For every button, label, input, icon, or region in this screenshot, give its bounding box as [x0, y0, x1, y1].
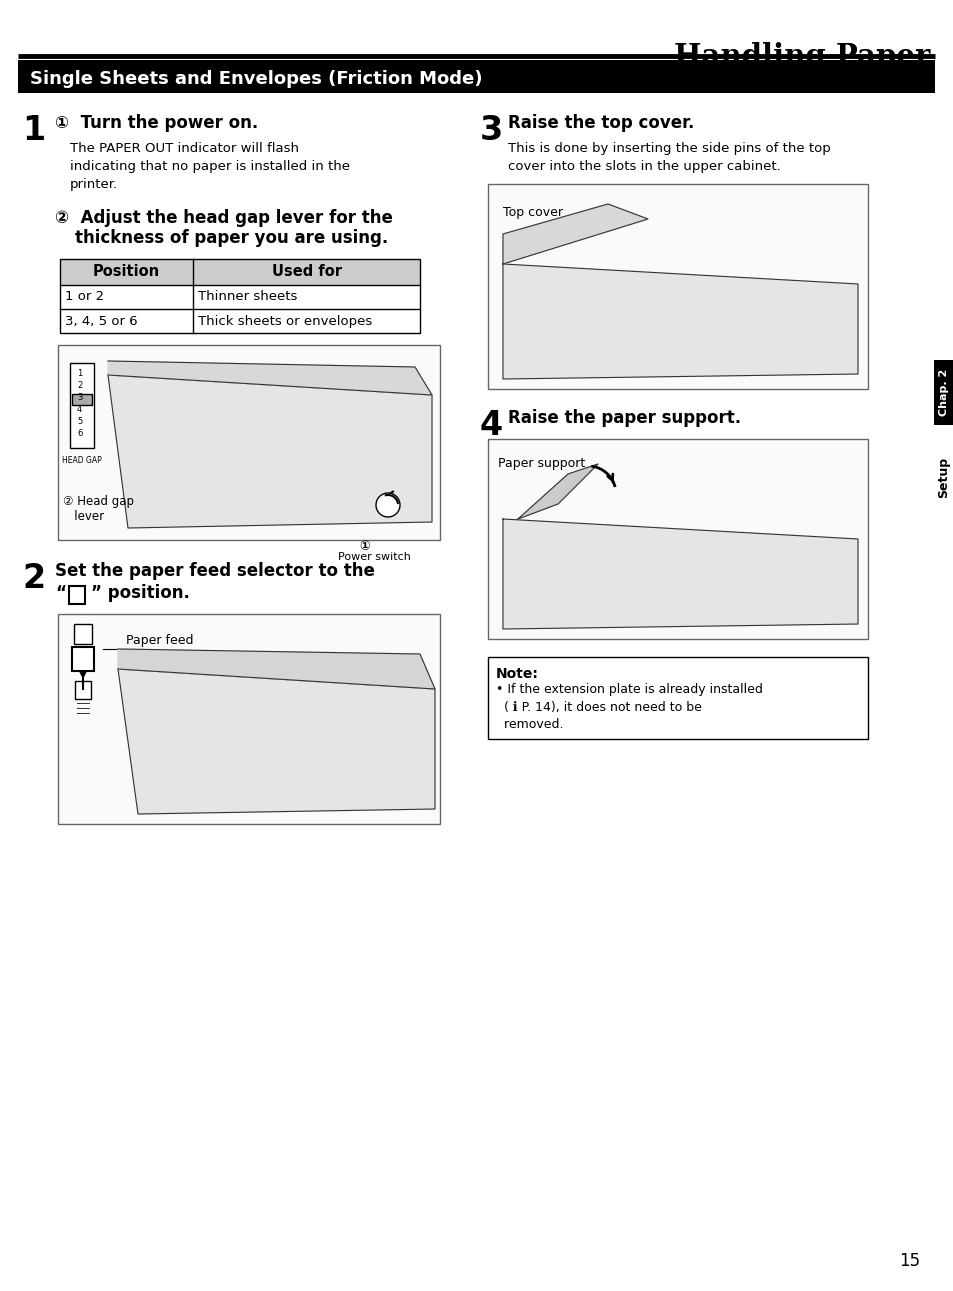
Polygon shape	[502, 263, 857, 380]
Polygon shape	[502, 519, 857, 629]
Circle shape	[375, 493, 399, 516]
Text: Position: Position	[93, 265, 160, 279]
Bar	[488, 185, 867, 389]
Text: Raise the paper support.: Raise the paper support.	[507, 409, 740, 427]
Text: The PAPER OUT indicator will flash
indicating that no paper is installed in the
: The PAPER OUT indicator will flash indic…	[70, 142, 350, 191]
Text: Paper support: Paper support	[497, 457, 584, 470]
Text: 2: 2	[77, 381, 82, 390]
Text: Note:: Note:	[496, 667, 538, 680]
Text: 6: 6	[77, 429, 82, 438]
Text: “: “	[55, 584, 66, 602]
Text: Single Sheets and Envelopes (Friction Mode): Single Sheets and Envelopes (Friction Mo…	[30, 70, 482, 88]
Bar	[933, 360, 953, 425]
Text: 4: 4	[479, 409, 502, 442]
Bar	[70, 363, 94, 448]
Polygon shape	[118, 649, 435, 689]
Bar	[71, 647, 94, 671]
Text: • If the extension plate is already installed
  ( ℹ P. 14), it does not need to : • If the extension plate is already inst…	[496, 683, 762, 731]
Polygon shape	[517, 463, 598, 519]
Polygon shape	[108, 374, 432, 528]
Text: Raise the top cover.: Raise the top cover.	[507, 114, 694, 132]
Text: 3: 3	[479, 114, 503, 147]
Bar	[71, 394, 91, 405]
Text: Chap. 2: Chap. 2	[938, 369, 948, 416]
Bar	[69, 586, 85, 604]
Bar	[75, 680, 91, 698]
Text: 2: 2	[22, 562, 45, 595]
Text: ①  Turn the power on.: ① Turn the power on.	[55, 114, 258, 132]
Bar	[18, 59, 934, 93]
Bar	[359, 494, 381, 515]
Text: This is done by inserting the side pins of the top
cover into the slots in the u: This is done by inserting the side pins …	[507, 142, 830, 173]
Text: Set the paper feed selector to the: Set the paper feed selector to the	[55, 562, 375, 580]
Text: 1: 1	[77, 368, 82, 377]
Text: 15: 15	[898, 1252, 919, 1270]
Text: 3: 3	[77, 392, 82, 402]
Text: 5: 5	[77, 417, 82, 426]
Text: ② Head gap
   lever: ② Head gap lever	[63, 494, 133, 523]
Text: 1 or 2: 1 or 2	[65, 290, 104, 303]
Text: thickness of paper you are using.: thickness of paper you are using.	[75, 229, 388, 247]
Text: Paper feed
selector: Paper feed selector	[126, 634, 193, 664]
Bar	[60, 259, 419, 333]
Text: ①: ①	[359, 540, 370, 553]
Bar	[488, 439, 867, 639]
Bar	[58, 615, 439, 824]
Text: Thinner sheets: Thinner sheets	[198, 290, 297, 303]
Text: Setup: Setup	[937, 457, 949, 497]
Text: Handling Paper: Handling Paper	[673, 43, 929, 71]
Text: Top cover: Top cover	[502, 207, 562, 219]
Bar	[488, 657, 867, 738]
Polygon shape	[108, 361, 432, 395]
Polygon shape	[118, 669, 435, 815]
Text: Thick sheets or envelopes: Thick sheets or envelopes	[198, 315, 372, 328]
Text: ②  Adjust the head gap lever for the: ② Adjust the head gap lever for the	[55, 209, 393, 227]
Text: 3, 4, 5 or 6: 3, 4, 5 or 6	[65, 315, 137, 328]
Text: Power switch: Power switch	[337, 553, 410, 562]
Text: 4: 4	[77, 404, 82, 413]
Bar	[60, 259, 419, 285]
Bar	[58, 345, 439, 540]
Bar	[74, 624, 91, 644]
Text: ” position.: ” position.	[91, 584, 190, 602]
Polygon shape	[502, 204, 647, 263]
Text: 1: 1	[22, 114, 45, 147]
Text: HEAD GAP: HEAD GAP	[62, 456, 102, 465]
Text: Used for: Used for	[272, 265, 341, 279]
